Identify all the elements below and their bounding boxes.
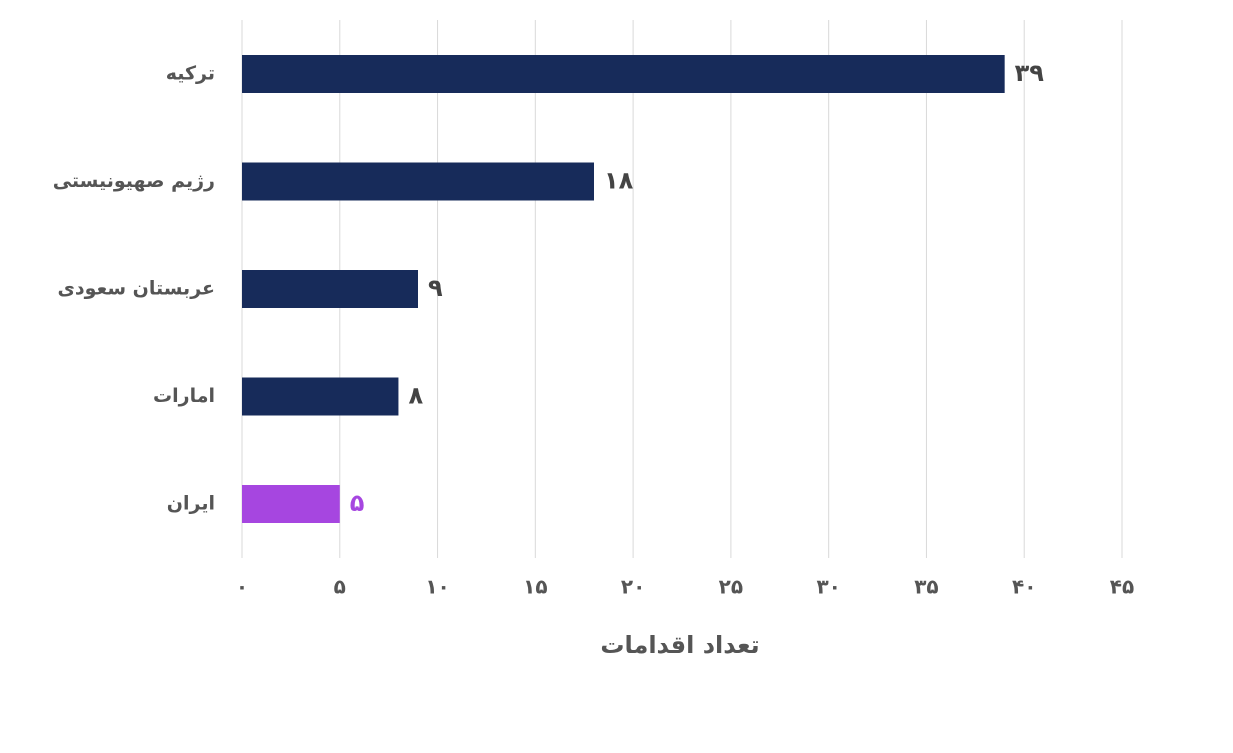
bar [242, 377, 399, 416]
x-tick-label: ۱۰ [425, 575, 449, 599]
y-tick-label: ایران [167, 493, 215, 515]
value-label: ۱۸ [604, 167, 634, 195]
y-tick-label: امارات [153, 385, 215, 407]
x-tick-label: ۰ [236, 575, 248, 599]
bar [242, 55, 1005, 93]
x-axis-title: تعداد اقدامات [600, 631, 759, 659]
x-tick-label: ۲۰ [621, 575, 645, 599]
x-tick-label: ۴۰ [1012, 575, 1036, 599]
x-tick-label: ۲۵ [719, 575, 743, 599]
value-label: ۵ [350, 489, 365, 517]
value-label: ۹ [428, 274, 443, 302]
bar [242, 270, 418, 308]
value-label: ۸ [408, 382, 423, 410]
value-label: ۳۹ [1015, 59, 1045, 87]
bar [242, 485, 340, 523]
bar [242, 162, 594, 201]
x-tick-label: ۵ [334, 575, 346, 599]
x-tick-label: ۴۵ [1110, 575, 1134, 599]
y-tick-label: رژیم صهیونیستی [53, 170, 215, 192]
x-tick-label: ۳۰ [816, 575, 840, 599]
x-tick-label: ۱۵ [523, 575, 547, 599]
x-tick-label: ۳۵ [914, 575, 938, 599]
y-tick-label: عربستان سعودی [58, 278, 215, 300]
y-tick-label: ترکیه [166, 63, 215, 85]
